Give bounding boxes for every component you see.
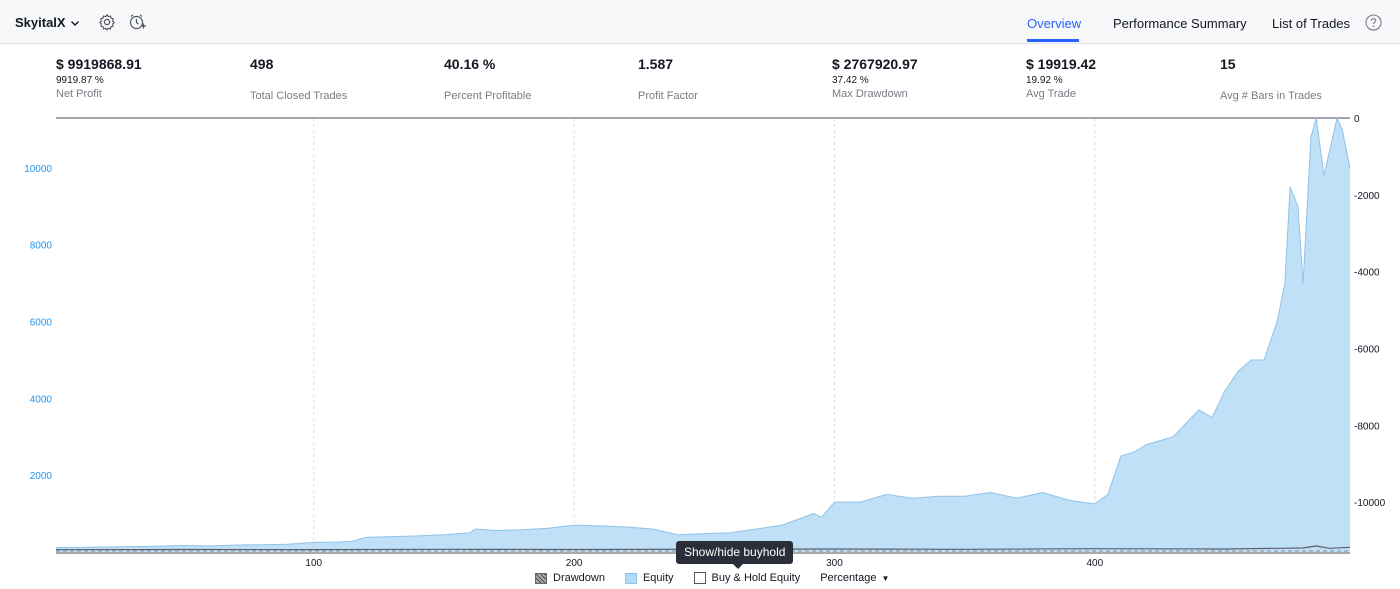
stat-label: Max Drawdown [832, 88, 908, 100]
legend-buyhold-toggle[interactable]: Buy & Hold Equity [693, 572, 801, 584]
y-left-tick-label: 6000 [30, 318, 53, 329]
chart-legend: Drawdown Equity Buy & Hold Equity Percen… [535, 572, 889, 584]
chart-grid [56, 117, 1350, 552]
stat-label: Net Profit [56, 88, 102, 100]
drawdown-line [55, 545, 1351, 551]
display-mode-label: Percentage [820, 572, 877, 584]
stat-percent-profitable: 40.16 % Percent Profitable [444, 56, 531, 102]
stat-label: Percent Profitable [444, 90, 532, 102]
y-right-tick-label: -6000 [1354, 344, 1380, 355]
stat-total-closed-trades: 498 Total Closed Trades [250, 56, 347, 102]
gear-icon[interactable] [98, 13, 116, 31]
strategy-name-label: SkyitalX [15, 15, 66, 30]
tab-performance-summary[interactable]: Performance Summary [1113, 16, 1247, 31]
stat-value: $ 19919.42 [1026, 56, 1097, 72]
stat-label: Total Closed Trades [250, 90, 348, 102]
help-icon[interactable] [1365, 14, 1382, 31]
legend-drawdown-toggle[interactable]: Drawdown [535, 572, 605, 584]
x-tick-label: 400 [1087, 558, 1104, 569]
stat-label: Avg # Bars in Trades [1220, 90, 1322, 102]
y-left-tick-label: 4000 [30, 394, 53, 405]
chart-series-layer [55, 116, 1351, 552]
stat-subvalue: 37.42 % [832, 75, 869, 86]
buyhold-checkbox[interactable] [693, 572, 706, 584]
add-alert-icon[interactable] [128, 13, 146, 31]
stat-subvalue: 19.92 % [1026, 75, 1063, 86]
stat-value: $ 2767920.97 [832, 56, 918, 72]
y-right-tick-label: -8000 [1354, 421, 1380, 432]
stat-value: 498 [250, 56, 274, 72]
stat-net-profit: $ 9919868.91 9919.87 % Net Profit [56, 56, 142, 100]
y-right-tick-label: 0 [1354, 114, 1360, 125]
tooltip-arrow [733, 564, 743, 569]
stat-avg-bars-in-trades: 15 Avg # Bars in Trades [1220, 56, 1322, 102]
header-bar: SkyitalX Overview Performance Summary Li… [0, 0, 1400, 44]
tab-overview[interactable]: Overview [1027, 16, 1082, 31]
stat-value: 15 [1220, 56, 1236, 72]
equity-area [56, 118, 1350, 552]
stat-value: 1.587 [638, 56, 674, 72]
x-tick-label: 300 [826, 558, 843, 569]
y-right-tick-label: -10000 [1354, 498, 1386, 509]
stat-value: 40.16 % [444, 56, 496, 72]
equity-chart[interactable]: 2000 4000 6000 8000 10000 0 -2000 -4000 -6000 -80… [0, 110, 1400, 570]
x-tick-label: 200 [566, 558, 583, 569]
legend-label: Equity [642, 572, 674, 584]
stat-label: Profit Factor [638, 90, 698, 102]
legend-label: Drawdown [553, 572, 605, 584]
y-left-tick-label: 10000 [24, 164, 52, 175]
stat-profit-factor: 1.587 Profit Factor [638, 56, 698, 102]
drawdown-swatch [535, 572, 547, 584]
stat-label: Avg Trade [1026, 88, 1076, 100]
legend-label: Buy & Hold Equity [711, 572, 801, 584]
tooltip: Show/hide buyhold [676, 541, 794, 564]
y-right-tick-label: -4000 [1354, 268, 1380, 279]
x-tick-label: 100 [305, 558, 322, 569]
stat-max-drawdown: $ 2767920.97 37.42 % Max Drawdown [832, 56, 918, 100]
tab-list-of-trades[interactable]: List of Trades [1272, 16, 1351, 31]
caret-down-icon: ▼ [881, 573, 890, 583]
equity-swatch [624, 572, 637, 584]
display-mode-dropdown[interactable]: Percentage ▼ [820, 572, 889, 584]
equity-line [56, 116, 1351, 548]
active-tab-indicator [1027, 39, 1079, 42]
legend-equity-toggle[interactable]: Equity [624, 572, 674, 584]
strategy-selector[interactable]: SkyitalX [15, 15, 80, 30]
y-right-tick-label: -2000 [1354, 191, 1380, 202]
stat-avg-trade: $ 19919.42 19.92 % Avg Trade [1026, 56, 1096, 100]
stat-subvalue: 9919.87 % [56, 75, 104, 86]
stat-value: $ 9919868.91 [56, 56, 142, 72]
chevron-down-icon [70, 20, 79, 26]
y-left-tick-label: 8000 [30, 241, 53, 252]
y-left-tick-label: 2000 [30, 471, 53, 482]
